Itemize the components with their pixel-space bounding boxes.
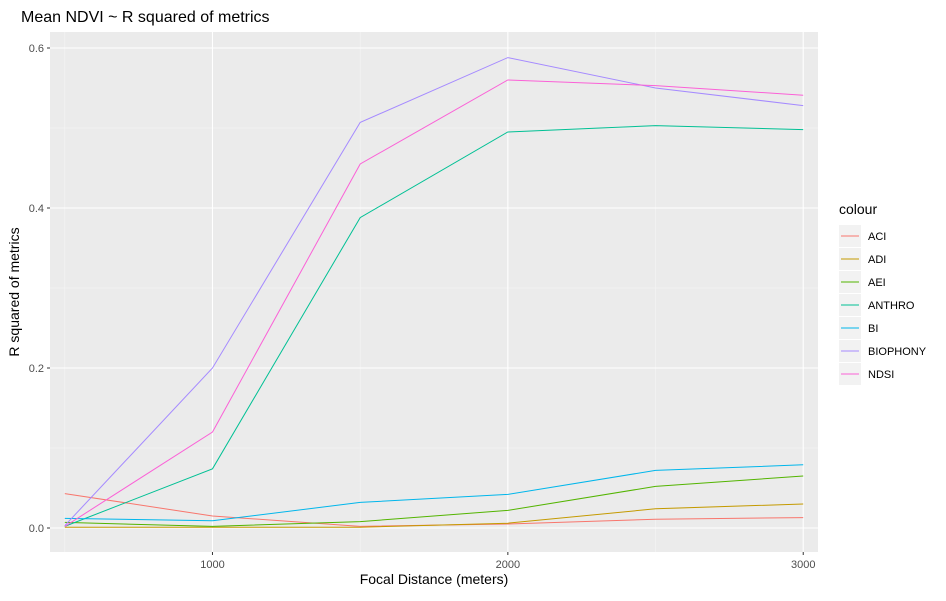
x-tick-label: 1000 bbox=[200, 559, 224, 571]
minor-gridlines bbox=[50, 32, 818, 552]
legend-label: AEI bbox=[868, 277, 886, 289]
legend-item-ndsi: NDSI bbox=[839, 363, 894, 385]
legend-items: ACI ADI AEI ANTHRO BI BIOPHONY NDSI bbox=[839, 225, 927, 385]
y-tick-label: 0.6 bbox=[29, 43, 44, 55]
series-line-ndsi bbox=[64, 79, 804, 527]
x-axis-ticks: 1000 2000 3000 bbox=[200, 552, 815, 571]
legend-label: ACI bbox=[868, 231, 886, 243]
series-line-aei bbox=[64, 475, 804, 527]
chart-title: Mean NDVI ~ R squared of metrics bbox=[21, 9, 270, 26]
legend-item-aci: ACI bbox=[839, 225, 886, 247]
series-line-bi bbox=[64, 464, 804, 522]
series-line-biophony bbox=[64, 57, 804, 526]
y-axis-ticks: 0.0 0.2 0.4 0.6 bbox=[29, 43, 50, 535]
legend-label: NDSI bbox=[868, 369, 894, 381]
legend-label: ANTHRO bbox=[868, 300, 915, 312]
x-tick-label: 3000 bbox=[791, 559, 815, 571]
x-axis-title: Focal Distance (meters) bbox=[360, 571, 509, 587]
legend-item-adi: ADI bbox=[839, 248, 886, 270]
legend-item-aei: AEI bbox=[839, 271, 886, 293]
legend-item-bi: BI bbox=[839, 317, 878, 339]
legend-item-anthro: ANTHRO bbox=[839, 294, 915, 316]
legend-label: BIOPHONY bbox=[868, 346, 927, 358]
legend-label: ADI bbox=[868, 254, 886, 266]
series-line-anthro bbox=[64, 125, 804, 527]
legend-label: BI bbox=[868, 323, 878, 335]
y-tick-label: 0.2 bbox=[29, 363, 44, 375]
y-tick-label: 0.4 bbox=[29, 203, 44, 215]
legend-title: colour bbox=[839, 201, 877, 217]
major-gridlines bbox=[50, 32, 818, 552]
series-line-adi bbox=[64, 503, 804, 528]
legend: colour ACI ADI AEI ANTHRO BI BIOPHONY NDSI bbox=[839, 201, 927, 385]
series-lines bbox=[64, 57, 804, 528]
x-tick-label: 2000 bbox=[496, 559, 520, 571]
y-axis-title: R squared of metrics bbox=[6, 227, 22, 356]
y-tick-label: 0.0 bbox=[29, 523, 44, 535]
plot-panel bbox=[50, 32, 818, 552]
legend-item-biophony: BIOPHONY bbox=[839, 340, 927, 362]
